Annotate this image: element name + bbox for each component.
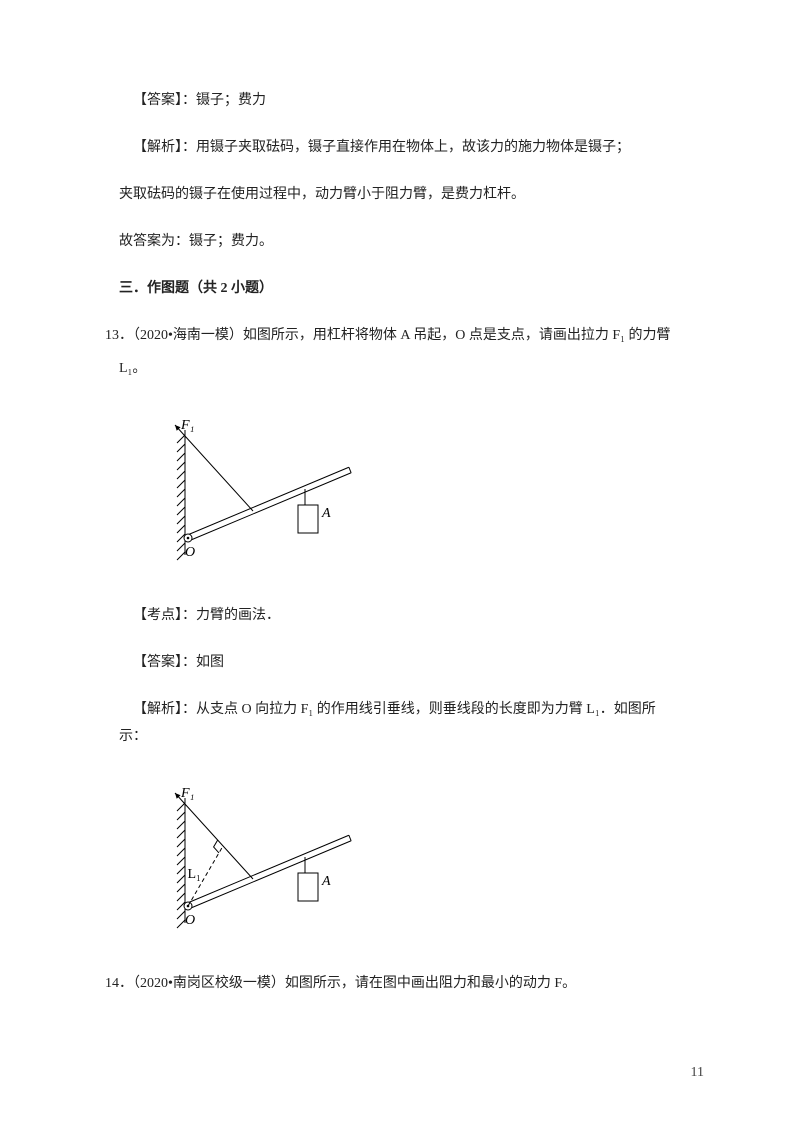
section-title: 三．作图题（共 2 小题） bbox=[105, 278, 689, 299]
svg-text:A: A bbox=[321, 506, 331, 521]
answer-line: 【答案】：镊子；费力 bbox=[105, 90, 689, 111]
analysis-line-3: 故答案为：镊子；费力。 bbox=[105, 231, 689, 252]
page-number: 11 bbox=[691, 1062, 704, 1083]
analysis-line-2: 夹取砝码的镊子在使用过程中，动力臂小于阻力臂，是费力杠杆。 bbox=[105, 184, 689, 205]
q13-analysis: 【解析】：从支点 O 向拉力 F₁ 的作用线引垂线，则垂线段的长度即为力臂 L₁… bbox=[105, 699, 689, 720]
q13-line2: L₁。 bbox=[105, 358, 689, 379]
diagram-1: F₁ A O bbox=[145, 405, 689, 575]
q13-line1: 13．（2020•海南一模）如图所示，用杠杆将物体 A 吊起，O 点是支点，请画… bbox=[105, 325, 689, 346]
svg-text:O: O bbox=[185, 913, 195, 928]
diagram-2: F₁ A O L₁ bbox=[145, 773, 689, 943]
q13-point: 【考点】：力臂的画法． bbox=[105, 605, 689, 626]
q14: 14．（2020•南岗区校级一模）如图所示，请在图中画出阻力和最小的动力 F。 bbox=[105, 973, 689, 994]
svg-text:A: A bbox=[321, 874, 331, 889]
svg-text:F₁: F₁ bbox=[180, 786, 194, 801]
analysis-line-1: 【解析】：用镊子夹取砝码，镊子直接作用在物体上，故该力的施力物体是镊子； bbox=[105, 137, 689, 158]
svg-text:L₁: L₁ bbox=[188, 867, 201, 882]
svg-text:O: O bbox=[185, 545, 195, 560]
q13-analysis2: 示： bbox=[105, 726, 689, 747]
svg-text:F₁: F₁ bbox=[180, 418, 194, 433]
q13-answer: 【答案】：如图 bbox=[105, 652, 689, 673]
